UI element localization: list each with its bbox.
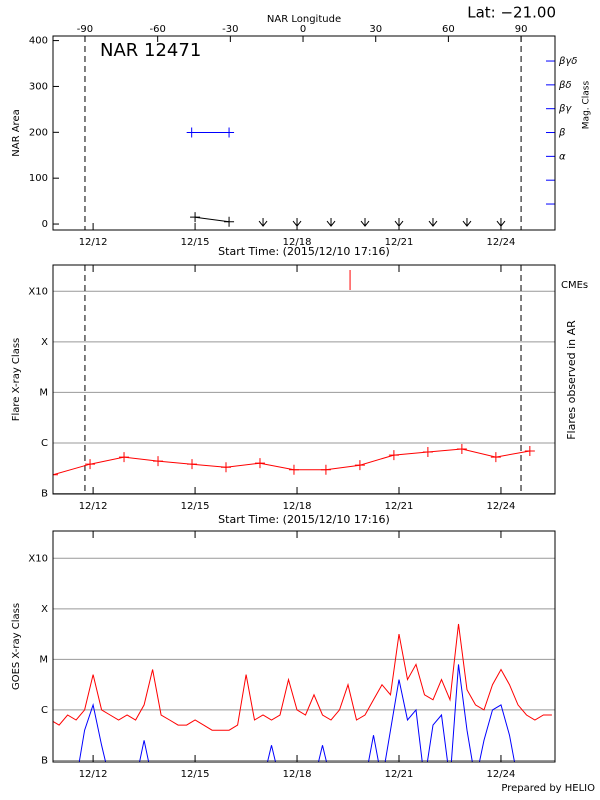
plus-marker	[53, 469, 58, 480]
x-tick-label: 12/15	[181, 769, 210, 780]
plus-marker	[320, 464, 331, 475]
y-tick-label: M	[39, 654, 48, 665]
x-label: Start Time: (2015/12/10 17:16)	[218, 513, 390, 526]
y-tick-label: 200	[29, 127, 48, 138]
x-tick-label: 12/24	[487, 769, 516, 780]
x-tick-label: 12/24	[487, 501, 516, 512]
plus-marker	[422, 447, 433, 458]
frame	[52, 264, 556, 495]
x-tick-label: 12/18	[283, 501, 312, 512]
x2-tick-label: -60	[149, 24, 165, 35]
y-tick-label: M	[39, 387, 48, 398]
plus-marker	[186, 127, 197, 138]
y2-label: Flares observed in AR	[565, 320, 578, 440]
y-label: GOES X-ray Class	[11, 603, 22, 690]
y2-tick-label: β	[558, 128, 566, 139]
arrow-marker	[360, 218, 370, 227]
plot-area	[53, 265, 555, 494]
y-tick-label: C	[41, 705, 48, 716]
plus-marker	[224, 127, 235, 138]
plot-area	[84, 36, 522, 230]
annotation: Lat: −21.00	[467, 4, 556, 22]
x2-tick-label: -30	[222, 24, 238, 35]
y2-tick-label: βγ	[558, 104, 572, 115]
x-tick-label: 12/24	[487, 237, 516, 248]
x2-tick-label: 0	[300, 24, 306, 35]
x-tick-label: 12/21	[385, 501, 414, 512]
plus-marker	[524, 446, 535, 457]
y-tick-label: X	[41, 604, 48, 615]
x-tick-label: 12/15	[181, 501, 210, 512]
arrow-marker	[326, 218, 336, 227]
y2-tick-label: α	[559, 151, 566, 162]
arrow-marker	[258, 218, 268, 227]
plus-marker	[85, 459, 96, 470]
plot-area	[53, 557, 555, 762]
x-tick-label: 12/21	[385, 237, 414, 248]
plus-marker	[388, 450, 399, 461]
footer: Prepared by HELIO	[501, 783, 595, 794]
y-tick-label: X10	[28, 553, 48, 564]
y-tick-label: 100	[29, 173, 48, 184]
y-tick-label: B	[41, 488, 48, 499]
y-tick-label: 400	[29, 36, 48, 47]
chart-title: NAR 12471	[100, 40, 201, 61]
x-tick-label: 12/21	[385, 769, 414, 780]
frame	[52, 530, 556, 763]
y-tick-label: C	[41, 438, 48, 449]
plus-marker	[220, 462, 231, 473]
y-tick-label: X10	[28, 286, 48, 297]
plus-marker	[187, 459, 198, 470]
plus-marker	[456, 444, 467, 455]
y-tick-label: X	[41, 337, 48, 348]
x-tick-label: 12/18	[283, 769, 312, 780]
y2-tick-label: βγδ	[558, 56, 577, 67]
series-line	[53, 623, 552, 731]
cme-label: CMEs	[561, 280, 588, 291]
x2-tick-label: -90	[77, 24, 93, 35]
series-line	[195, 216, 230, 223]
x2-label: NAR Longitude	[267, 14, 341, 25]
y2-label: Mag. Class	[582, 80, 592, 129]
frame	[52, 35, 556, 231]
plus-marker	[153, 456, 164, 467]
plus-marker	[490, 452, 501, 463]
x-tick-label: 12/12	[79, 501, 108, 512]
plus-marker	[254, 458, 265, 469]
plus-marker	[288, 464, 299, 475]
x2-tick-label: 30	[369, 24, 382, 35]
x-label: Start Time: (2015/12/10 17:16)	[218, 245, 390, 258]
y-label: NAR Area	[11, 109, 22, 156]
y-tick-label: 0	[42, 219, 48, 230]
y-label: Flare X-ray Class	[11, 338, 22, 422]
x2-tick-label: 90	[515, 24, 528, 35]
x-tick-label: 12/18	[283, 237, 312, 248]
plus-marker	[119, 452, 130, 463]
y-tick-label: B	[41, 755, 48, 766]
y2-tick-label: βδ	[558, 80, 572, 91]
x-tick-label: 12/12	[79, 769, 108, 780]
plus-marker	[224, 216, 235, 227]
arrow-marker	[428, 218, 438, 227]
x-tick-label: 12/15	[181, 237, 210, 248]
plus-marker	[190, 212, 201, 223]
series-line	[78, 664, 516, 762]
y-tick-label: 300	[29, 81, 48, 92]
arrow-marker	[462, 218, 472, 227]
x2-tick-label: 60	[442, 24, 455, 35]
plus-marker	[354, 460, 365, 471]
x-tick-label: 12/12	[79, 237, 108, 248]
